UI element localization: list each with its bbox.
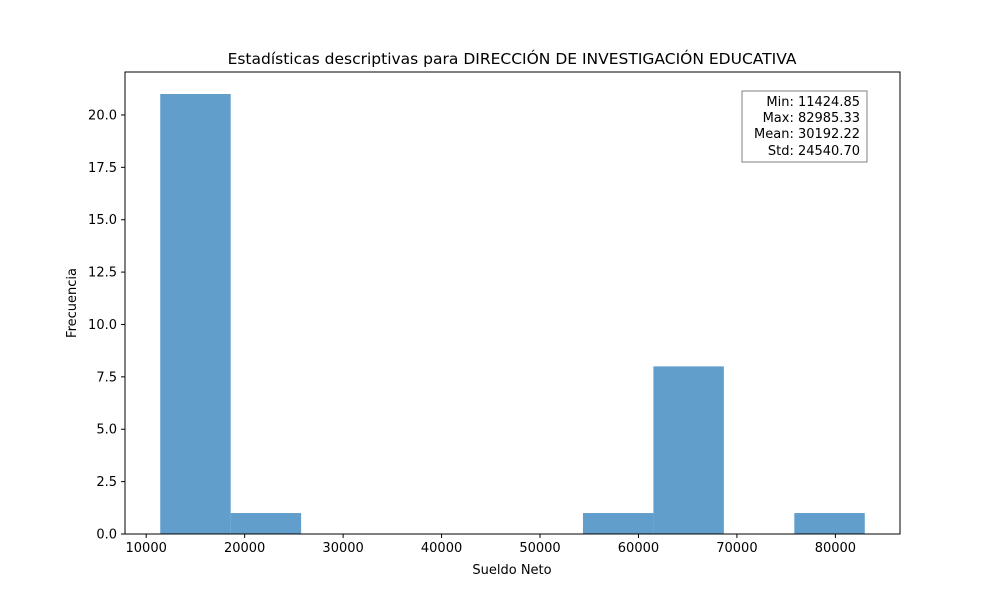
stats-mean: Mean: 30192.22 xyxy=(754,127,860,142)
histogram-bars xyxy=(160,94,865,534)
x-tick-label: 50000 xyxy=(519,541,560,556)
y-axis-ticks: 0.0 2.5 5.0 7.5 10.0 12.5 15.0 17.5 20.0 xyxy=(88,108,125,543)
x-tick-label: 80000 xyxy=(815,541,856,556)
x-tick-label: 60000 xyxy=(618,541,659,556)
chart-title: Estadísticas descriptivas para DIRECCIÓN… xyxy=(228,49,797,68)
histogram-bar-1 xyxy=(230,513,302,534)
y-tick-label: 17.5 xyxy=(88,161,117,176)
y-tick-label: 0.0 xyxy=(96,528,117,543)
histogram-bar-9 xyxy=(794,513,865,534)
stats-box-frame xyxy=(741,90,868,163)
x-tick-label: 20000 xyxy=(224,541,265,556)
stats-max: Max: 82985.33 xyxy=(763,111,860,126)
x-tick-label: 40000 xyxy=(421,541,462,556)
x-axis-ticks: 10000 20000 30000 40000 50000 60000 70000 80000 xyxy=(126,534,856,556)
y-tick-label: 10.0 xyxy=(88,318,117,333)
y-tick-label: 7.5 xyxy=(96,370,117,385)
histogram-bar-6 xyxy=(582,513,654,534)
stats-box: Min: 11424.85 Max: 82985.33 Mean: 30192.… xyxy=(741,90,868,163)
histogram-bar-7 xyxy=(653,366,724,534)
stats-min: Min: 11424.85 xyxy=(766,95,860,110)
plot-frame xyxy=(124,71,901,535)
x-tick-label: 10000 xyxy=(126,541,167,556)
histogram-bar-0 xyxy=(160,94,231,534)
x-axis-label: Sueldo Neto xyxy=(472,563,551,578)
y-axis-label: Frecuencia xyxy=(65,268,80,338)
x-tick-label: 30000 xyxy=(322,541,363,556)
x-tick-label: 70000 xyxy=(716,541,757,556)
y-tick-label: 15.0 xyxy=(88,213,117,228)
y-tick-label: 5.0 xyxy=(96,423,117,438)
stats-std: Std: 24540.70 xyxy=(768,144,860,159)
y-tick-label: 2.5 xyxy=(96,475,117,490)
y-tick-label: 12.5 xyxy=(88,266,117,281)
y-tick-label: 20.0 xyxy=(88,108,117,123)
